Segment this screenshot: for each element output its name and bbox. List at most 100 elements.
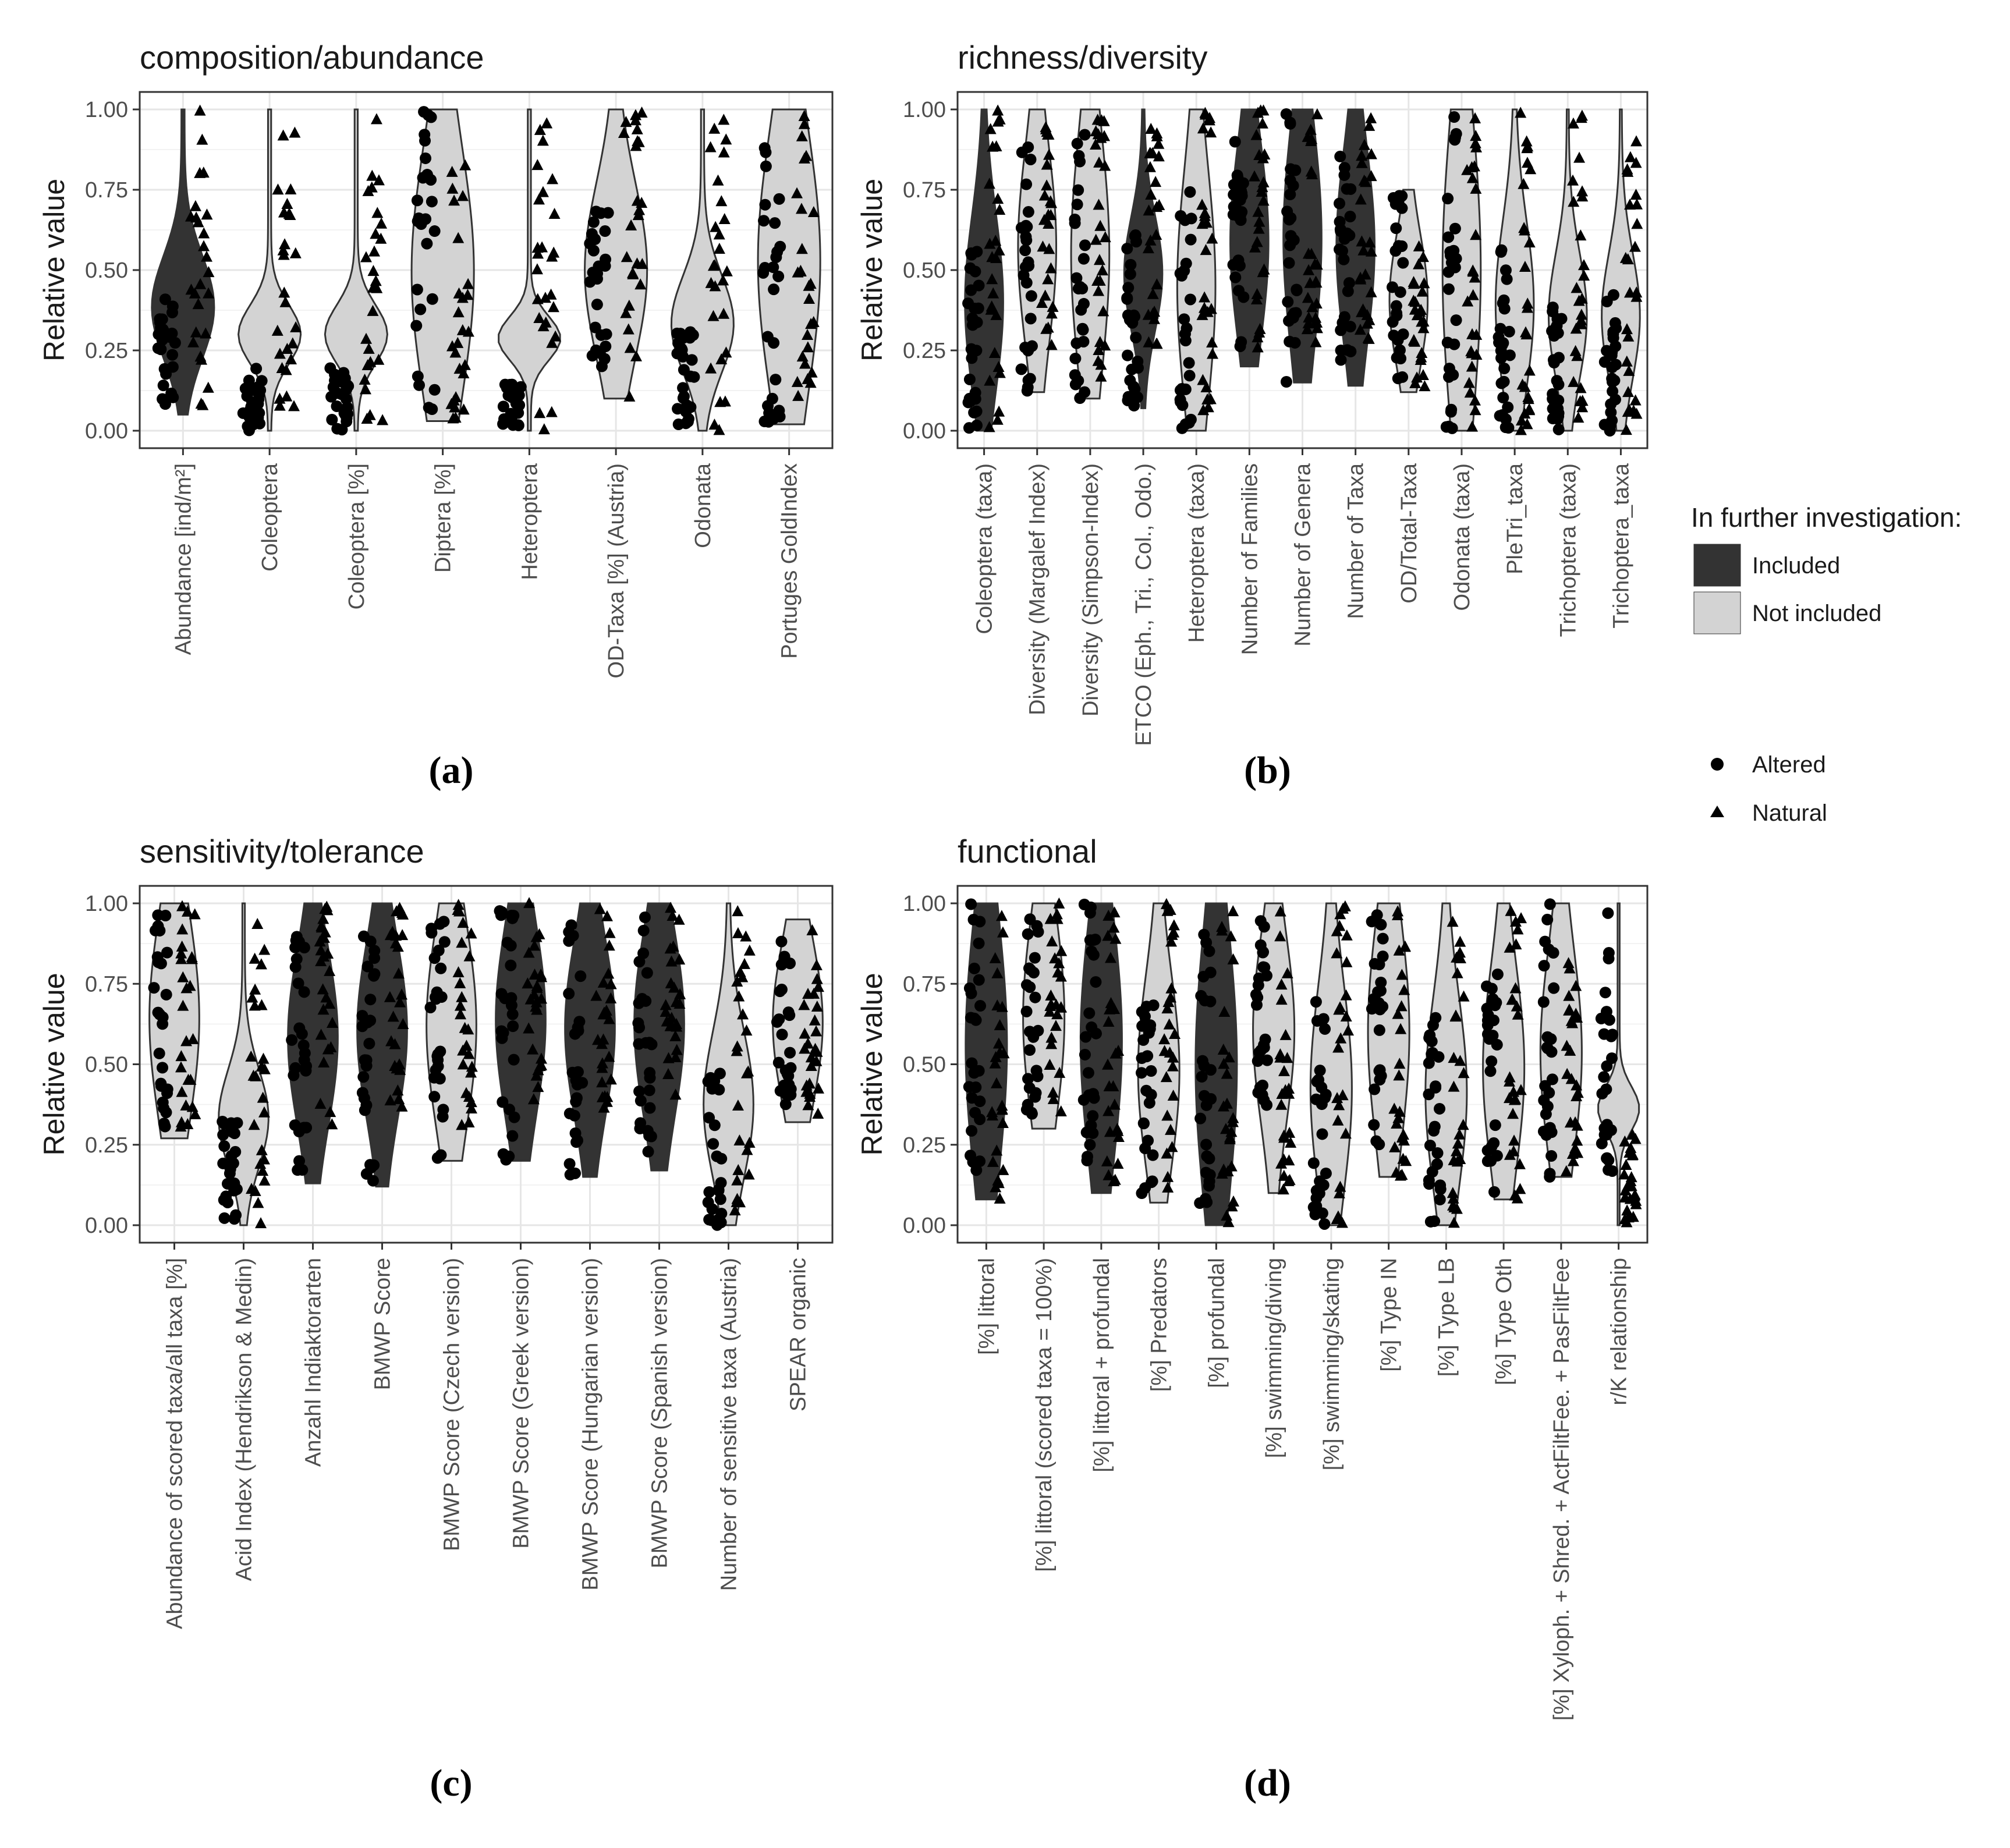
natural-point — [1463, 377, 1475, 388]
altered-point — [246, 396, 258, 409]
altered-point — [963, 373, 976, 385]
natural-point — [1512, 923, 1524, 935]
altered-point — [1605, 398, 1617, 410]
altered-point — [1195, 989, 1207, 1002]
natural-point — [314, 1098, 327, 1109]
natural-point — [1165, 1123, 1177, 1135]
natural-point — [450, 391, 462, 402]
natural-point — [1567, 1155, 1579, 1166]
altered-point — [1600, 1083, 1612, 1095]
altered-point — [776, 1028, 788, 1041]
altered-point — [1145, 1065, 1157, 1077]
natural-point — [197, 166, 210, 178]
natural-point — [463, 1116, 475, 1127]
natural-point — [531, 263, 543, 275]
altered-point — [1335, 324, 1347, 336]
altered-point — [964, 396, 976, 408]
altered-point — [364, 994, 377, 1006]
altered-point — [1203, 1180, 1215, 1192]
natural-point — [1109, 1047, 1122, 1059]
altered-point — [1430, 1081, 1442, 1094]
natural-point — [452, 899, 465, 910]
altered-point — [1174, 396, 1186, 408]
altered-point — [969, 386, 981, 399]
altered-point — [515, 381, 527, 393]
altered-point — [772, 270, 785, 282]
natural-point — [189, 1108, 201, 1119]
natural-point — [731, 1196, 743, 1207]
altered-point — [428, 384, 441, 396]
natural-point — [1099, 231, 1111, 243]
altered-point — [413, 379, 426, 391]
natural-point — [1045, 1031, 1058, 1043]
natural-point — [534, 407, 546, 418]
natural-point — [632, 135, 644, 147]
natural-point — [1165, 991, 1177, 1003]
natural-point — [384, 929, 396, 941]
natural-point — [1104, 1126, 1116, 1137]
altered-point — [1027, 1031, 1040, 1043]
natural-point — [531, 980, 543, 991]
altered-point — [421, 237, 433, 250]
altered-point — [677, 332, 689, 344]
altered-point — [228, 1184, 240, 1197]
natural-point — [989, 952, 1001, 963]
panel-4: 0.00 0.25 0.50 0.75 1.00 [%] littoral [%] litt… — [856, 833, 1649, 1804]
natural-point — [1099, 159, 1111, 171]
altered-point — [1344, 211, 1356, 223]
natural-point — [460, 1040, 473, 1051]
natural-point — [718, 113, 730, 125]
altered-point — [1282, 296, 1294, 308]
altered-point — [326, 414, 338, 426]
natural-point — [1037, 240, 1049, 252]
altered-point — [1368, 1119, 1380, 1131]
altered-point — [1498, 294, 1510, 306]
natural-point — [597, 976, 609, 988]
legend-circle-icon — [1711, 758, 1724, 771]
natural-point — [175, 1116, 187, 1127]
natural-point — [743, 944, 756, 956]
natural-point — [1197, 374, 1209, 385]
natural-point — [1520, 135, 1533, 147]
natural-point — [1505, 905, 1517, 916]
altered-point — [1373, 1024, 1385, 1036]
natural-point — [1398, 984, 1410, 995]
natural-point — [1391, 1118, 1403, 1129]
altered-point — [639, 911, 651, 924]
altered-point — [1129, 230, 1141, 242]
natural-point — [548, 208, 561, 219]
panel-caption: (c) — [430, 1762, 472, 1804]
altered-point — [220, 1190, 232, 1203]
altered-point — [1124, 268, 1136, 280]
y-tick-label: 0.00 — [85, 419, 128, 444]
altered-point — [292, 977, 304, 989]
altered-point — [1147, 999, 1160, 1012]
altered-point — [1259, 962, 1271, 974]
altered-point — [336, 424, 348, 436]
altered-point — [411, 194, 423, 207]
natural-point — [810, 1025, 823, 1037]
natural-point — [466, 1060, 478, 1072]
altered-point — [359, 1054, 371, 1066]
natural-point — [1575, 314, 1587, 326]
natural-point — [600, 1004, 612, 1016]
natural-point — [397, 1017, 409, 1029]
natural-point — [1518, 222, 1530, 233]
natural-point — [1395, 1000, 1408, 1012]
natural-point — [994, 1192, 1006, 1204]
natural-point — [463, 950, 476, 962]
altered-point — [1021, 385, 1033, 397]
natural-point — [534, 1060, 546, 1072]
altered-point — [1394, 286, 1406, 298]
x-tick-label: Number of Families — [1238, 463, 1262, 655]
altered-point — [1085, 1119, 1097, 1131]
natural-point — [530, 996, 543, 1008]
natural-point — [456, 991, 468, 1002]
natural-point — [670, 996, 682, 1008]
altered-point — [599, 225, 611, 237]
legend-swatch-not-included — [1693, 591, 1741, 634]
natural-point — [732, 905, 744, 917]
altered-point — [419, 129, 431, 141]
altered-point — [218, 1140, 231, 1152]
natural-point — [1571, 1079, 1583, 1091]
